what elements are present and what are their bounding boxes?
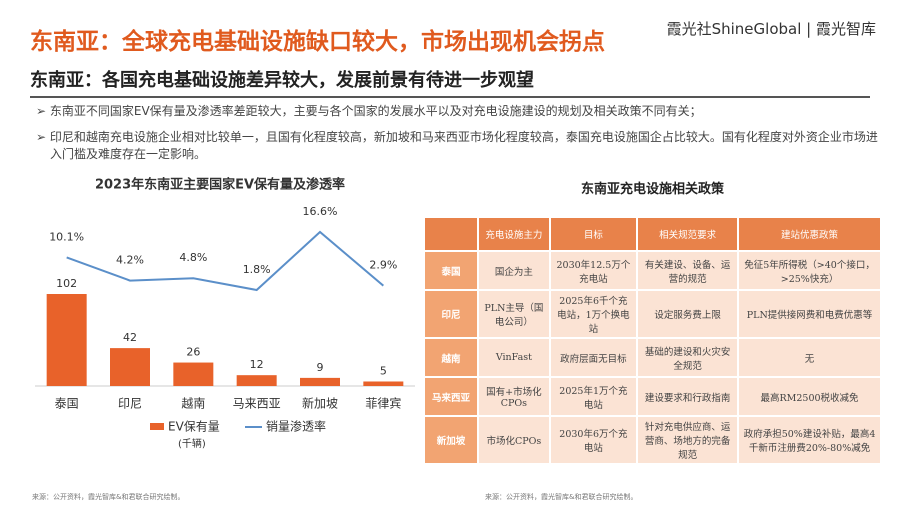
source: 来源：公开资料，霞光智库&和君联合研究绘制。: [485, 493, 638, 501]
chart-title: 2023年东南亚主要国家EV保有量及渗透率: [95, 177, 345, 193]
table-cell: 建设要求和行政指南: [638, 378, 738, 415]
x-tick-label: 新加坡: [302, 396, 338, 411]
bullet: ➢ 东南亚不同国家EV保有量及渗透率差距较大，主要与各个国家的发展水平以及对充电…: [36, 104, 702, 118]
x-tick-label: 越南: [181, 396, 205, 411]
table-cell: 泰国: [425, 252, 477, 289]
x-tick-label: 马来西亚: [233, 397, 281, 411]
table-cell: 免征5年所得税（>40个接口，>25%快充）: [739, 252, 880, 289]
table-cell: PLN主导（国电公司）: [479, 291, 549, 337]
x-tick-label: 印尼: [118, 397, 142, 411]
table-cell: 有关建设、设备、运营的规范: [638, 252, 738, 289]
bullet-text: 印尼和越南充电设施企业相对比较单一，且国有化程度较高，新加坡和马来西亚市场化程度…: [49, 130, 878, 161]
table: 充电设施主力 目标 相关规范要求 建站优惠政策 泰国 国企为主 2030年12.5万个充电站…: [423, 216, 882, 465]
x-tick-label: 泰国: [55, 397, 79, 411]
x-tick-label: 菲律宾: [365, 396, 401, 411]
table-cell: 政府承担50%建设补贴，最高4千新币注册费20%-80%减免: [739, 417, 880, 463]
subtitle: 东南亚：各国充电基础设施差异较大，发展前景有待进一步观望: [30, 66, 870, 98]
bullet-text: 东南亚不同国家EV保有量及渗透率差距较大，主要与各个国家的发展水平以及对充电设施…: [49, 104, 702, 118]
table-row: 越南 VinFast 政府层面无目标 基础的建设和火灾安全规范无: [425, 339, 880, 376]
line: [66, 230, 384, 292]
table-cell: 2030年6万个充电站: [550, 417, 637, 463]
table-title: 东南亚充电设施相关政策: [580, 182, 724, 197]
legend-label: EV保有量: [168, 420, 220, 434]
table-cell: 越南: [425, 339, 477, 376]
bar: [173, 362, 214, 386]
table-header-row: 充电设施主力 目标 相关规范要求 建站优惠政策: [425, 218, 880, 250]
header-cell: 目标: [550, 218, 637, 250]
table-cell: 无: [739, 339, 880, 376]
table-cell: 市场化CPOs: [479, 417, 549, 463]
table-cell: VinFast: [479, 339, 549, 376]
line-label: 16.6%: [303, 205, 338, 218]
bar: [46, 294, 87, 386]
line-label: 2.9%: [369, 259, 397, 272]
table-cell: 国企为主: [479, 252, 549, 289]
table-cell: 最高RM2500税收减免: [739, 378, 880, 415]
legend-label: 销量渗透率: [266, 419, 326, 434]
bar-label: 5: [380, 364, 387, 377]
table-cell: 马来西亚: [425, 378, 477, 415]
bar-label: 9: [317, 361, 324, 374]
table-row: 马来西亚 国有+市场化CPOs 2025年1万个充电站 建设要求和行政指南 最高RM25…: [425, 378, 880, 415]
table-cell: 基础的建设和火灾安全规范: [638, 339, 738, 376]
bar-label: 102: [56, 277, 77, 290]
table-cell: 印尼: [425, 291, 477, 337]
bar-label: 42: [123, 331, 137, 344]
header-cell: 充电设施主力: [479, 218, 549, 250]
chart: 2023年东南亚主要国家EV保有量及渗透率 102 泰国 10.1% 42 印尼 4.2%…: [35, 177, 415, 450]
legend-swatch: [150, 423, 164, 430]
logo-text: 霞光社ShineGlobal: [666, 20, 802, 38]
table-cell: 2025年6千个充电站，1万个换电站: [550, 291, 637, 337]
header-cell: [425, 218, 477, 250]
table-row: 泰国 国企为主 2030年12.5万个充电站 有关建设、设备、运营的规范 免征5年所得税…: [425, 252, 880, 289]
bar-label: 26: [186, 346, 200, 359]
line-label: 10.1%: [49, 230, 84, 243]
logo-text: 霞光智库: [815, 20, 876, 38]
source: 来源：公开资料，霞光智库&和君联合研究绘制。: [32, 493, 185, 501]
table-cell: PLN提供接网费和电费优惠等: [739, 291, 880, 337]
table-row: 印尼 PLN主导（国电公司） 2025年6千个充电站，1万个换电站 设定服务费上限 PL…: [425, 291, 880, 337]
bar: [363, 381, 404, 386]
bar-label: 12: [250, 358, 264, 371]
table-cell: 设定服务费上限: [638, 291, 738, 337]
table-row: 新加坡 市场化CPOs 2030年6万个充电站 针对充电供应商、运营商、场地方的完备规…: [425, 417, 880, 463]
header-cell: 相关规范要求: [638, 218, 738, 250]
table-cell: 国有+市场化CPOs: [479, 378, 549, 415]
table-cell: 2030年12.5万个充电站: [550, 252, 637, 289]
bar: [236, 375, 277, 386]
slide-title: 东南亚：全球充电基础设施缺口较大，市场出现机会拐点: [30, 29, 605, 55]
table-cell: 新加坡: [425, 417, 477, 463]
table-cell: 针对充电供应商、运营商、场地方的完备规范: [638, 417, 738, 463]
logo: 霞光社ShineGlobal | 霞光智库: [666, 20, 876, 38]
bar: [300, 377, 340, 386]
table-cell: 2025年1万个充电站: [550, 378, 637, 415]
line-label: 4.2%: [116, 254, 144, 267]
table-cell: 政府层面无目标: [550, 339, 637, 376]
bar: [110, 348, 150, 386]
header-cell: 建站优惠政策: [739, 218, 880, 250]
bullet: ➢ 印尼和越南充电设施企业相对比较单一，且国有化程度较高，新加坡和马来西亚市场化…: [36, 130, 878, 161]
line-label: 4.8%: [179, 251, 207, 264]
line-label: 1.8%: [243, 263, 271, 276]
legend-note: (千辆): [178, 437, 206, 450]
